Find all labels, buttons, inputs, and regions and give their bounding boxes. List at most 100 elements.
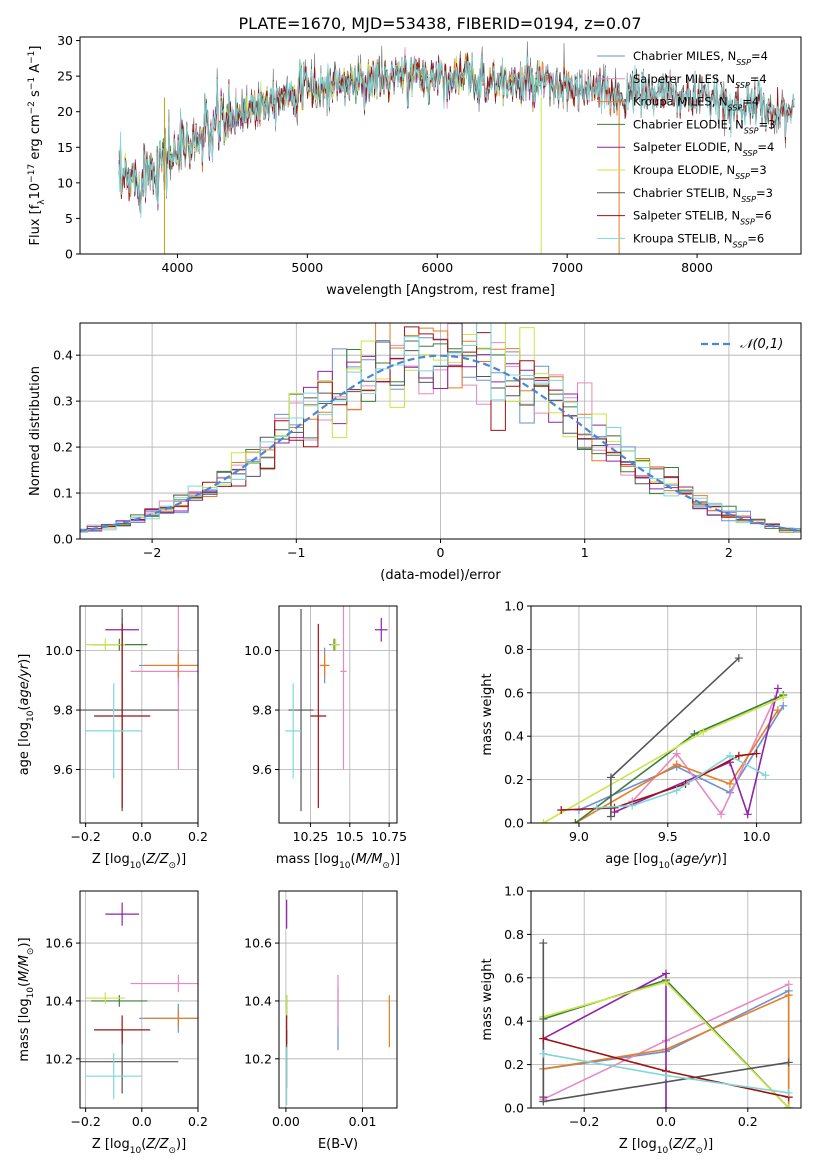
mass-weight-marker: [662, 969, 670, 978]
x-tick-label: −0.2: [569, 1114, 599, 1129]
mass-weight-marker: [773, 706, 782, 715]
mass-weight-series: [596, 754, 766, 809]
y-tick-label: 0.4: [504, 1014, 524, 1029]
x-tick-label: 0.2: [188, 829, 208, 844]
y-tick-label: 0.0: [504, 1101, 524, 1116]
mass-weight-marker: [784, 1088, 793, 1097]
mass-weight-series: [610, 657, 740, 817]
errorbar-point: [330, 638, 341, 651]
mass_vs_EBV-panel: 0.00 0.01 10.2 10.4 10.6 E(B-V): [244, 890, 398, 1152]
mass-weight-series: [631, 698, 776, 816]
legend-label: Salpeter MILES, N: [633, 72, 735, 86]
legend-nssp: =6: [747, 231, 764, 245]
y-tick-label: 0.8: [504, 927, 524, 942]
legend-label: Chabrier MILES, N: [633, 49, 736, 63]
y-tick-label: 10.0: [244, 643, 272, 658]
y-tick-label: 10.0: [45, 643, 73, 658]
mass-weight-marker: [734, 751, 743, 760]
y-tick-label: 9.6: [252, 762, 272, 777]
axes-frame: [79, 890, 199, 1109]
x-tick-label: 0: [437, 545, 445, 560]
mass-weight-marker: [752, 749, 761, 758]
x-tick-label: 2: [725, 545, 733, 560]
x-axis-label: Z [log10(Z/Z⊙)]: [92, 1137, 186, 1156]
mass-weight-lines: [539, 939, 793, 1108]
x-axis-label: E(B-V): [318, 1137, 358, 1152]
mass_vs_Z-panel: −0.2 0.0 0.2 10.2 10.4 10.6 Z [log10(Z/Z⊙)] mas…: [17, 890, 208, 1156]
x-tick-label: −0.2: [70, 1114, 100, 1129]
mass-weight-marker: [779, 701, 788, 710]
axes-frame: [530, 605, 802, 824]
mass-weight-marker: [717, 810, 726, 819]
mass-weight-marker: [539, 1034, 548, 1043]
y-tick-label: 0.0: [504, 816, 524, 831]
legend-entry: Salpeter STELIB, NSSP=6: [633, 209, 772, 227]
errorbar-point: [319, 653, 330, 678]
legend-nssp: =4: [751, 49, 768, 63]
mass-weight-lines: [539, 654, 788, 823]
mass-weight-marker: [592, 803, 601, 812]
errorbar-point: [85, 683, 142, 779]
age_vs_mass-panel: 10.25 10.5 10.75 9.6 9.8 10.0 mass [log10(M/M⊙…: [244, 605, 407, 871]
errorbar-point: [85, 992, 125, 1004]
errorbar-point: [144, 653, 198, 678]
legend-entry: Kroupa STELIB, NSSP=6: [633, 231, 764, 249]
massweight_vs_Z-panel: −0.2 0.0 0.2 0.0 0.2 0.4 0.6 0.8 1.0 Z [log10(Z/Z…: [480, 884, 802, 1156]
figure-title: PLATE=1670, MJD=53438, FIBERID=0194, z=0…: [238, 14, 641, 33]
x-tick-label: 10.5: [336, 829, 364, 844]
y-axis-label: Flux [fλ10−17 erg cm−2 s−1 A−1]: [27, 46, 47, 246]
mass-weight-marker: [784, 980, 793, 989]
legend-nssp: =3: [756, 186, 773, 200]
errorbar-point: [94, 623, 151, 809]
mass-weight-marker: [662, 1071, 670, 1080]
x-axis-label: Z [log10(Z/Z⊙)]: [92, 852, 186, 871]
y-tick-label: 0.2: [504, 772, 524, 787]
x-axis-label: mass [log10(M/M⊙)]: [276, 852, 400, 871]
y-tick-label: 0.4: [53, 348, 73, 363]
errorbar-point: [85, 638, 125, 651]
mass-weight-marker: [734, 654, 743, 663]
y-axis-label: mass [log10(M/M⊙)]: [17, 937, 36, 1061]
mass-weight-marker: [672, 760, 681, 769]
mass-weight-marker: [784, 991, 793, 1000]
y-tick-label: 15: [57, 140, 73, 155]
y-tick-label: 1.0: [504, 599, 524, 614]
x-axis-label: wavelength [Angstrom, rest frame]: [326, 283, 555, 298]
errorbar-point: [374, 617, 388, 642]
x-tick-label: 8000: [681, 260, 713, 275]
legend-entry: Kroupa MILES, NSSP=4: [633, 95, 759, 113]
y-tick-label: 0.0: [53, 532, 73, 547]
legend-label: Kroupa ELODIE, N: [633, 163, 735, 177]
errorbar-point: [144, 1009, 198, 1027]
y-tick-label: 0.2: [53, 440, 73, 455]
errorbar-points: [285, 606, 388, 812]
y-tick-label: 0.6: [504, 970, 524, 985]
mass-weight-series: [543, 696, 784, 823]
mass-weight-marker: [557, 805, 566, 814]
legend-entry: Salpeter ELODIE, NSSP=4: [633, 140, 774, 158]
axes-frame: [278, 890, 398, 1109]
errorbar-point: [130, 974, 198, 993]
mass-weight-marker: [784, 1058, 793, 1067]
mass-weight-marker: [662, 1104, 670, 1108]
legend-nssp: =4: [742, 95, 759, 109]
errorbar-points: [286, 899, 390, 1106]
histograms: [80, 323, 801, 533]
errorbar-point: [285, 683, 302, 779]
errorbar-point: [105, 902, 139, 926]
legend-label: Salpeter ELODIE, N: [633, 140, 743, 154]
x-tick-label: −1: [287, 545, 305, 560]
mass-weight-marker: [571, 819, 580, 823]
age_vs_Z-panel: −0.2 0.0 0.2 9.6 9.8 10.0 Z [log10(Z/Z⊙)] age […: [17, 605, 208, 871]
x-tick-label: 6000: [421, 260, 453, 275]
model-spectrum-line: [118, 55, 795, 218]
x-tick-label: 9.5: [658, 829, 678, 844]
y-tick-label: 0: [65, 247, 73, 262]
legend-label: Salpeter STELIB, N: [633, 209, 740, 223]
mass-weight-marker: [672, 749, 681, 758]
x-tick-label: 0.2: [738, 1114, 758, 1129]
histogram-series: [80, 354, 801, 533]
mass-weight-marker: [539, 1097, 548, 1106]
x-axis-label: (data-model)/error: [380, 568, 501, 583]
